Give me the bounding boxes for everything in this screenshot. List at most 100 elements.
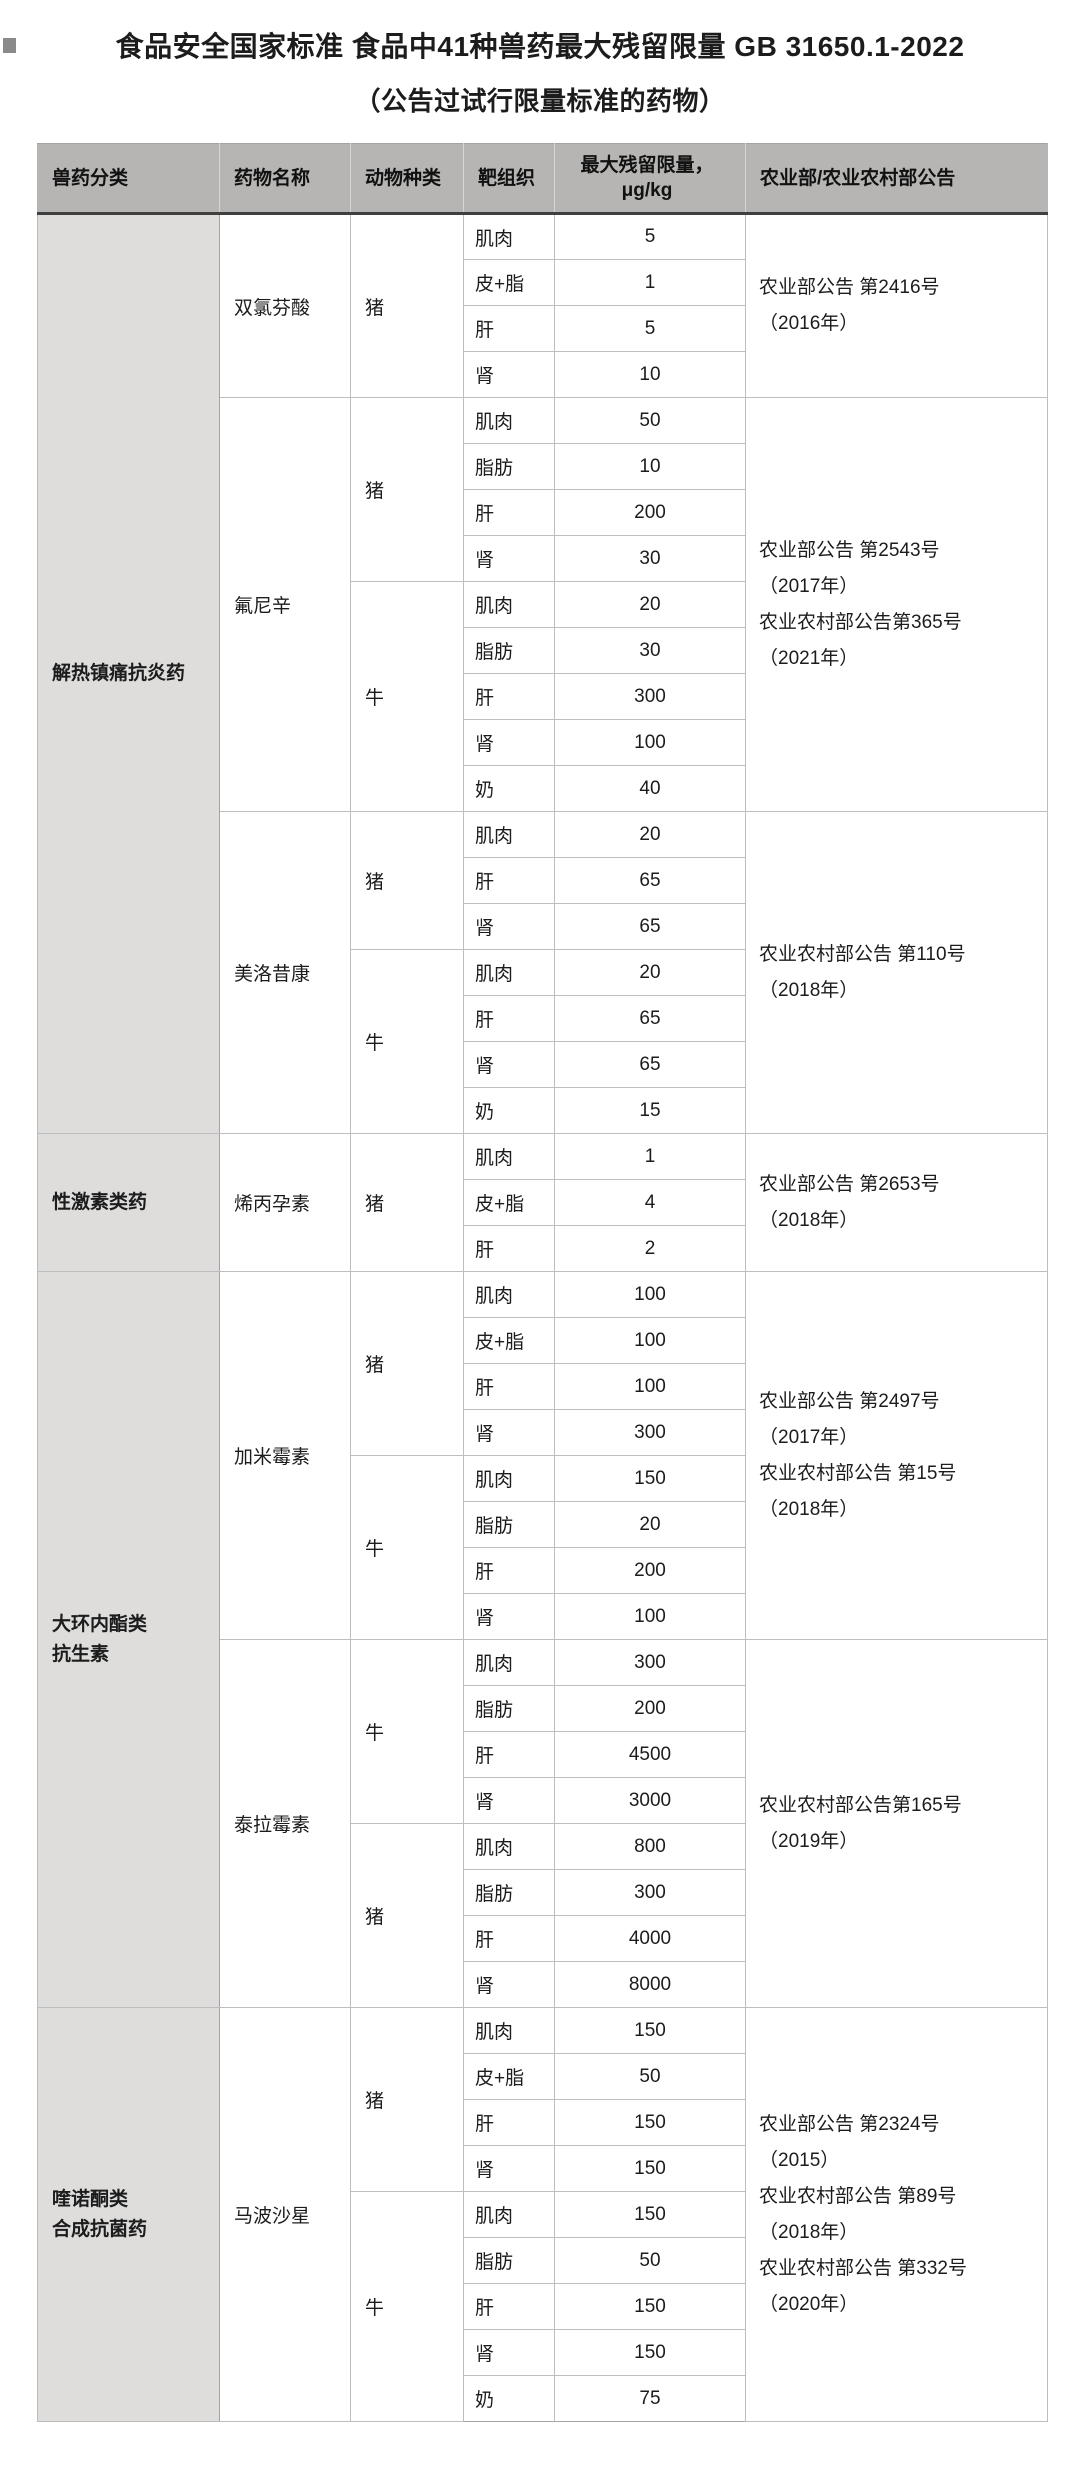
limit-value-cell: 300 (554, 1869, 746, 1916)
limit-value-cell: 4000 (554, 1915, 746, 1962)
limit-value-cell: 4 (554, 1179, 746, 1226)
table-row: 猪肌肉 800 (38, 1823, 1048, 2008)
announcement-line: 农业农村部公告 第89号 (759, 2185, 957, 2207)
species-cell: 猪 (350, 2007, 464, 2192)
header-line: 药物名称 (234, 167, 311, 189)
limit-value-cell: 100 (554, 1363, 746, 1410)
tissue-cell: 皮+脂 (463, 2053, 555, 2100)
table-row: 牛肌肉 20 (38, 581, 1048, 812)
drug-name-cell: 加米霉素 (219, 1271, 351, 1640)
limit-value-cell: 150 (554, 2329, 746, 2376)
limit-value-cell: 75 (554, 2375, 746, 2422)
table-row: 脂肪 300 (38, 1869, 1048, 1916)
tissue-cell: 肌肉 (463, 2007, 555, 2054)
limit-value-cell: 5 (554, 213, 746, 260)
table-row: 奶 15 (38, 1087, 1048, 1134)
table-row: 肝 4000 (38, 1915, 1048, 1962)
limit-value-cell: 3000 (554, 1777, 746, 1824)
announcement-cell: 农业部公告 第2653号 （2018年） (745, 1133, 1048, 1272)
announcement-line: （2018年） (759, 1498, 859, 1520)
announcement-line: （2015） (759, 2149, 840, 2171)
table-row: 脂肪 50 (38, 2237, 1048, 2284)
table-row: 肝 150 (38, 2283, 1048, 2330)
tissue-cell: 脂肪 (463, 443, 555, 490)
tissue-cell: 肾 (463, 2145, 555, 2192)
announcement-line: 农业部公告 第2324号 (759, 2113, 940, 2135)
tissue-cell: 肾 (463, 1409, 555, 1456)
tissue-cell: 肌肉 (463, 811, 555, 858)
announcement-line: 农业农村部公告第165号 (759, 1794, 962, 1816)
drug-name-cell: 马波沙星 (219, 2007, 351, 2422)
limit-value-cell: 150 (554, 2099, 746, 2146)
table-row: 性激素类药 烯丙孕素猪肌肉 1 农业部公告 第2653号 （2018年） (37, 1133, 1048, 1272)
tissue-cell: 肾 (463, 2329, 555, 2376)
tissue-cell: 肝 (463, 1731, 555, 1778)
category-line: 解热镇痛抗炎药 (52, 663, 186, 684)
tissue-cell: 肌肉 (463, 1271, 555, 1318)
announcement-line: 农业部公告 第2653号 (759, 1173, 940, 1195)
table-row: 奶 75 (38, 2375, 1048, 2422)
header-line: 靶组织 (478, 167, 536, 189)
tissue-cell: 肝 (463, 857, 555, 904)
mrl-table: 兽药分类 药物名称 动物种类 靶组织 最大残留限量， μg/kg 农业部/农业农村部公告 解… (37, 143, 1048, 2422)
table-row: 肝 150 (38, 2099, 1048, 2146)
table-row: 肝 100 (38, 1363, 1048, 1410)
drug-name-cell: 美洛昔康 (219, 811, 351, 1134)
limit-value-cell: 20 (554, 581, 746, 628)
category-cell: 性激素类药 (37, 1133, 220, 1272)
table-header-row: 兽药分类 药物名称 动物种类 靶组织 最大残留限量， μg/kg 农业部/农业农村部公告 (37, 143, 1048, 215)
table-row: 喹诺酮类 合成抗菌药 马波沙星猪肌肉 150 农业部公告 第2324号 （2015） 农业… (37, 2007, 1048, 2422)
tissue-cell: 肌肉 (463, 1455, 555, 1502)
table-row: 氟尼辛猪肌肉 50 农业部公告 第2543号 （2017年） 农业农村部公告第365号… (38, 397, 1048, 812)
table-row: 美洛昔康猪肌肉 20 农业农村部公告 第110号 （2018年） (38, 811, 1048, 1134)
limit-value-cell: 1 (554, 1133, 746, 1180)
tissue-cell: 肾 (463, 1041, 555, 1088)
limit-value-cell: 150 (554, 2283, 746, 2330)
announcement-cell: 农业部公告 第2543号 （2017年） 农业农村部公告第365号 （2021年） (745, 397, 1048, 812)
limit-value-cell: 50 (554, 2053, 746, 2100)
limit-value-cell: 2 (554, 1225, 746, 1272)
limit-value-cell: 10 (554, 443, 746, 490)
table-row: 肾 65 (38, 903, 1048, 950)
species-cell: 猪 (350, 1133, 464, 1272)
limit-value-cell: 5 (554, 305, 746, 352)
limit-value-cell: 50 (554, 2237, 746, 2284)
table-row: 解热镇痛抗炎药 双氯芬酸猪肌肉 5 农业部公告 第2416号 （2016年） (37, 213, 1048, 1134)
announcement-cell: 农业部公告 第2497号 （2017年） 农业农村部公告 第15号 （2018年） (745, 1271, 1048, 1640)
species-cell: 猪 (350, 1271, 464, 1456)
announcement-line: （2020年） (759, 2293, 859, 2315)
limit-value-cell: 100 (554, 1317, 746, 1364)
category-cell: 解热镇痛抗炎药 (37, 213, 220, 1134)
table-row: 泰拉霉素牛肌肉 300 农业农村部公告第165号 （2019年） (38, 1639, 1048, 2008)
table-row: 皮+脂 50 (38, 2053, 1048, 2100)
tissue-cell: 肾 (463, 903, 555, 950)
limit-value-cell: 20 (554, 1501, 746, 1548)
limit-value-cell: 150 (554, 2191, 746, 2238)
table-row: 牛肌肉 150 (38, 1455, 1048, 1640)
tissue-cell: 皮+脂 (463, 1317, 555, 1364)
announcement-line: 农业部公告 第2416号 (759, 277, 940, 298)
tissue-cell: 脂肪 (463, 1685, 555, 1732)
drug-name-cell: 双氯芬酸 (219, 213, 351, 398)
header-cell-4: 靶组织 (463, 143, 555, 215)
limit-value-cell: 15 (554, 1087, 746, 1134)
limit-value-cell: 8000 (554, 1961, 746, 2008)
document-page: 食品安全国家标准 食品中41种兽药最大残留限量 GB 31650.1-2022 … (0, 30, 1080, 2458)
table-row: 肾 3000 (38, 1777, 1048, 1824)
tissue-cell: 肌肉 (463, 1823, 555, 1870)
table-header: 兽药分类 药物名称 动物种类 靶组织 最大残留限量， μg/kg 农业部/农业农村部公告 (37, 143, 1048, 215)
tissue-cell: 奶 (463, 1087, 555, 1134)
tissue-cell: 肝 (463, 305, 555, 352)
table-body: 解热镇痛抗炎药 双氯芬酸猪肌肉 5 农业部公告 第2416号 （2016年） 皮+脂 1 肝… (37, 213, 1048, 2422)
header-line: μg/kg (621, 180, 673, 201)
tissue-cell: 肝 (463, 1363, 555, 1410)
header-cell-6: 农业部/农业农村部公告 (745, 143, 1048, 215)
table-row: 肾 30 (38, 535, 1048, 582)
limit-value-cell: 300 (554, 1409, 746, 1456)
announcement-cell: 农业农村部公告 第110号 （2018年） (745, 811, 1048, 1134)
category-cell: 喹诺酮类 合成抗菌药 (37, 2007, 220, 2422)
announcement-line: （2016年） (759, 313, 859, 334)
tissue-cell: 肾 (463, 1777, 555, 1824)
tissue-cell: 肾 (463, 1593, 555, 1640)
